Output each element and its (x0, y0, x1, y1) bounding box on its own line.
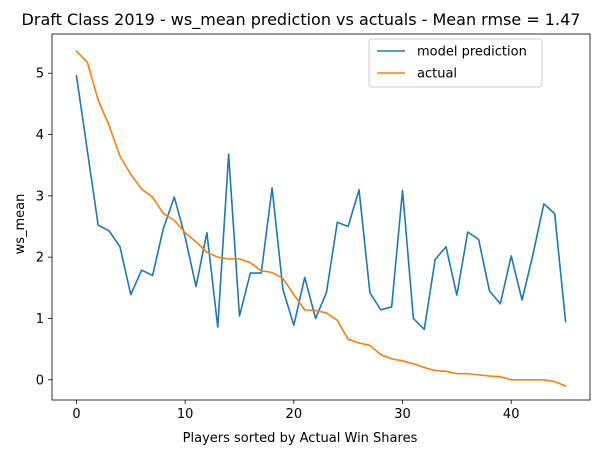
y-tick-label-3: 3 (36, 189, 44, 204)
series-line-1 (75, 50, 567, 387)
chart-title: Draft Class 2019 - ws_mean prediction vs… (22, 10, 581, 30)
legend-box (368, 38, 543, 88)
y-tick-label-4: 4 (36, 128, 44, 143)
legend: model prediction actual (368, 38, 543, 88)
y-tick-label-2: 2 (36, 251, 44, 266)
x-tick-label-3: 30 (394, 407, 411, 422)
y-tick-label-0: 0 (36, 373, 44, 388)
y-tick-label-5: 5 (36, 67, 44, 82)
x-tick-label-4: 40 (503, 407, 520, 422)
series-line-0 (75, 74, 567, 331)
x-tick-label-1: 10 (177, 407, 194, 422)
legend-label-0: model prediction (417, 45, 527, 60)
x-tick-label-2: 20 (286, 407, 303, 422)
x-tick-label-0: 0 (72, 407, 80, 422)
y-tick-label-1: 1 (36, 312, 44, 327)
legend-label-1: actual (417, 67, 457, 82)
axes-frame (51, 33, 591, 401)
y-axis-label: ws_mean (13, 194, 28, 255)
x-axis-label: Players sorted by Actual Win Shares (183, 431, 418, 446)
plot-area: 0 10 20 30 40 0 1 2 3 4 5 (36, 33, 591, 422)
